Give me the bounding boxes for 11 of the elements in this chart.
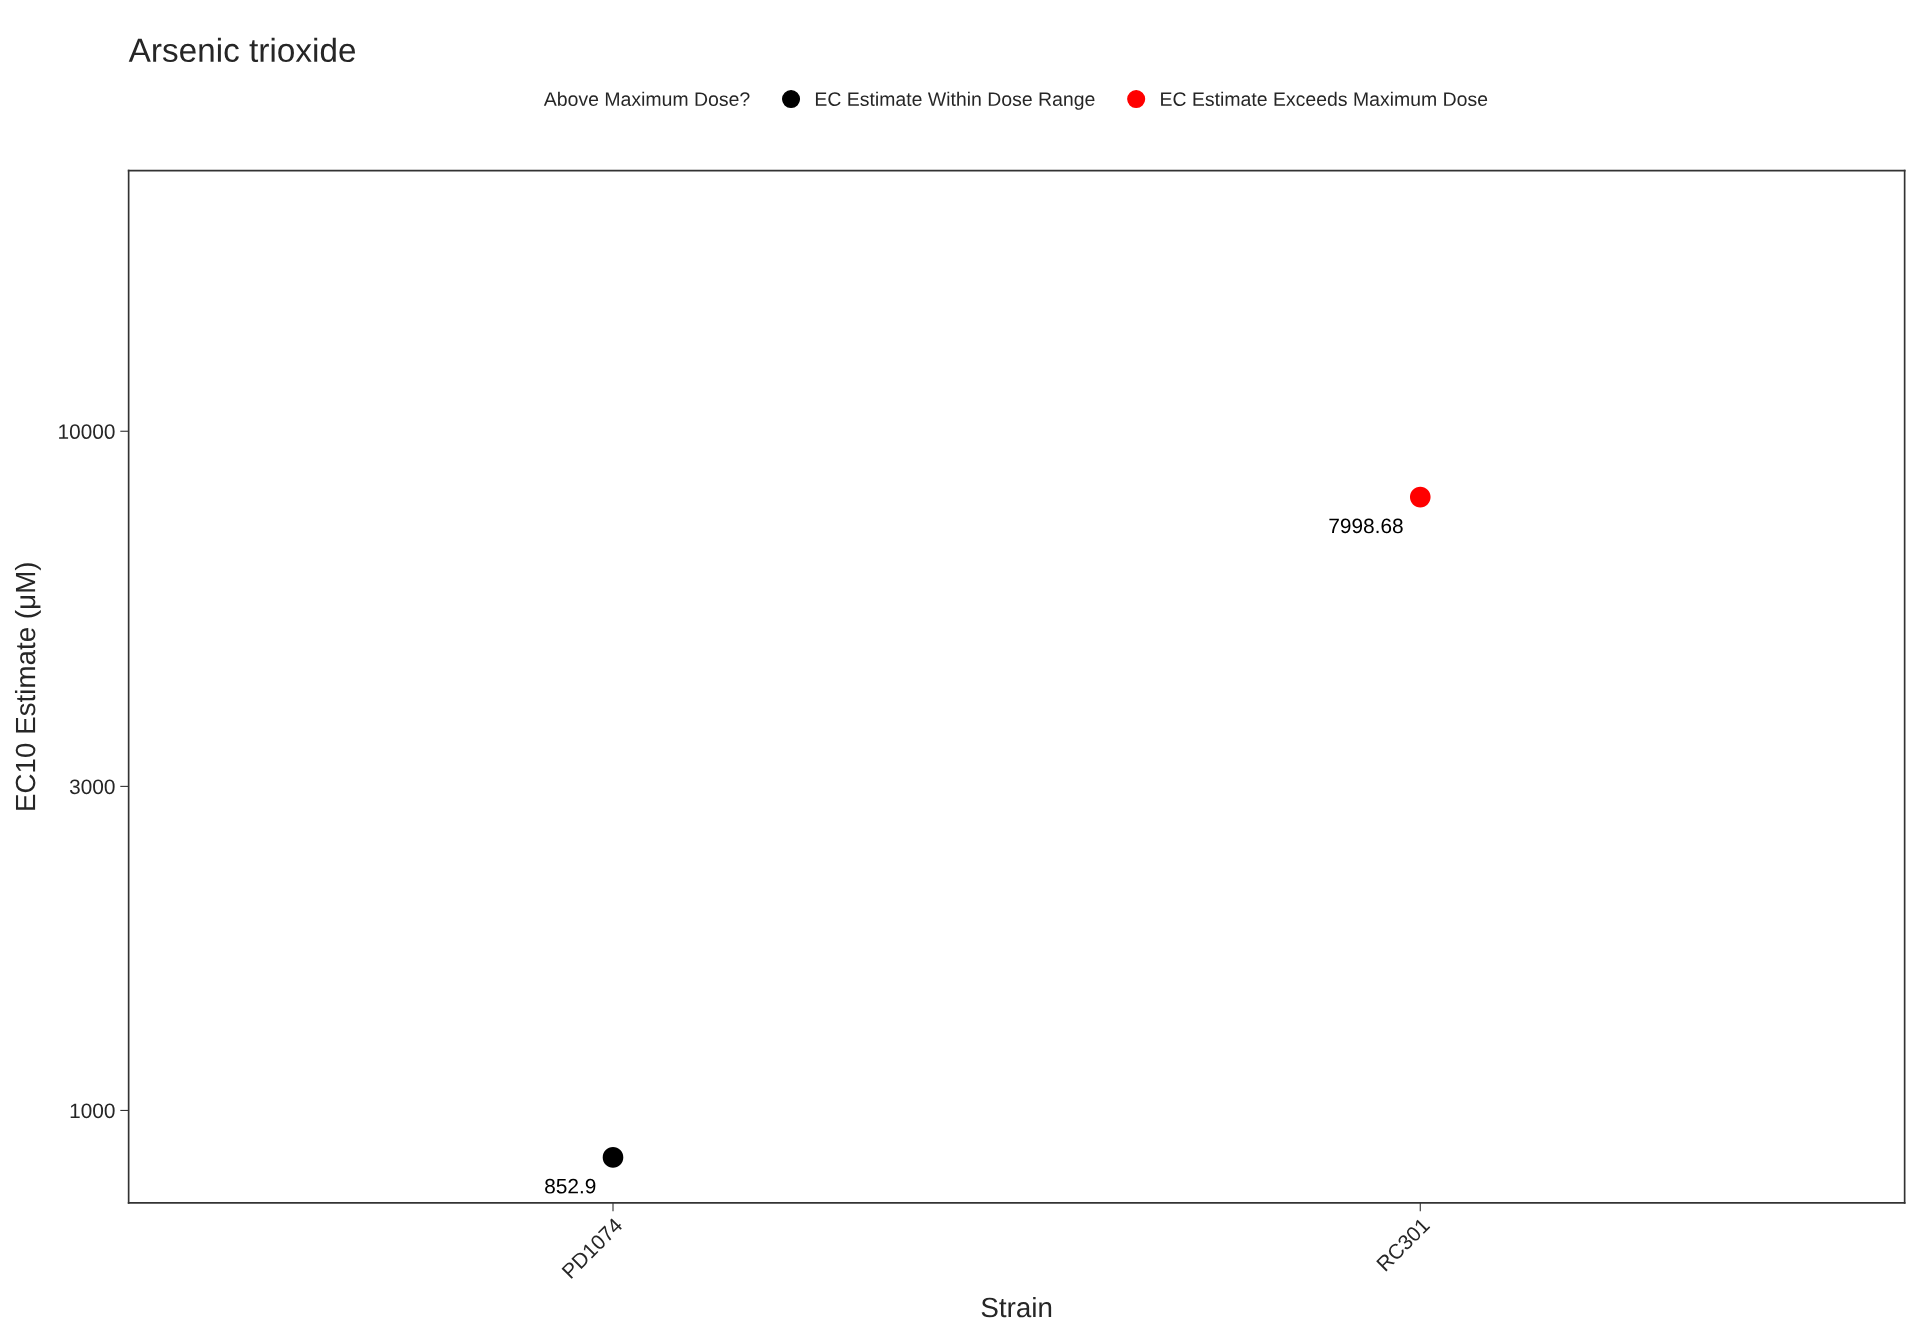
legend-label: EC Estimate Within Dose Range: [815, 91, 1095, 110]
data-label: 7998.68: [1329, 518, 1403, 534]
y-tick-label: 1000: [70, 1103, 115, 1119]
data-label: 852.9: [545, 1178, 596, 1194]
y-tick-label: 10000: [59, 424, 115, 440]
chart-title: Arsenic trioxide: [128, 37, 356, 63]
legend-label: EC Estimate Exceeds Maximum Dose: [1161, 91, 1488, 107]
legend-title: Above Maximum Dose?: [543, 91, 750, 107]
x-axis-title: Strain: [981, 1296, 1052, 1318]
y-tick-label: 3000: [69, 779, 115, 795]
y-axis-title: EC10 Estimate (μM): [14, 563, 41, 810]
